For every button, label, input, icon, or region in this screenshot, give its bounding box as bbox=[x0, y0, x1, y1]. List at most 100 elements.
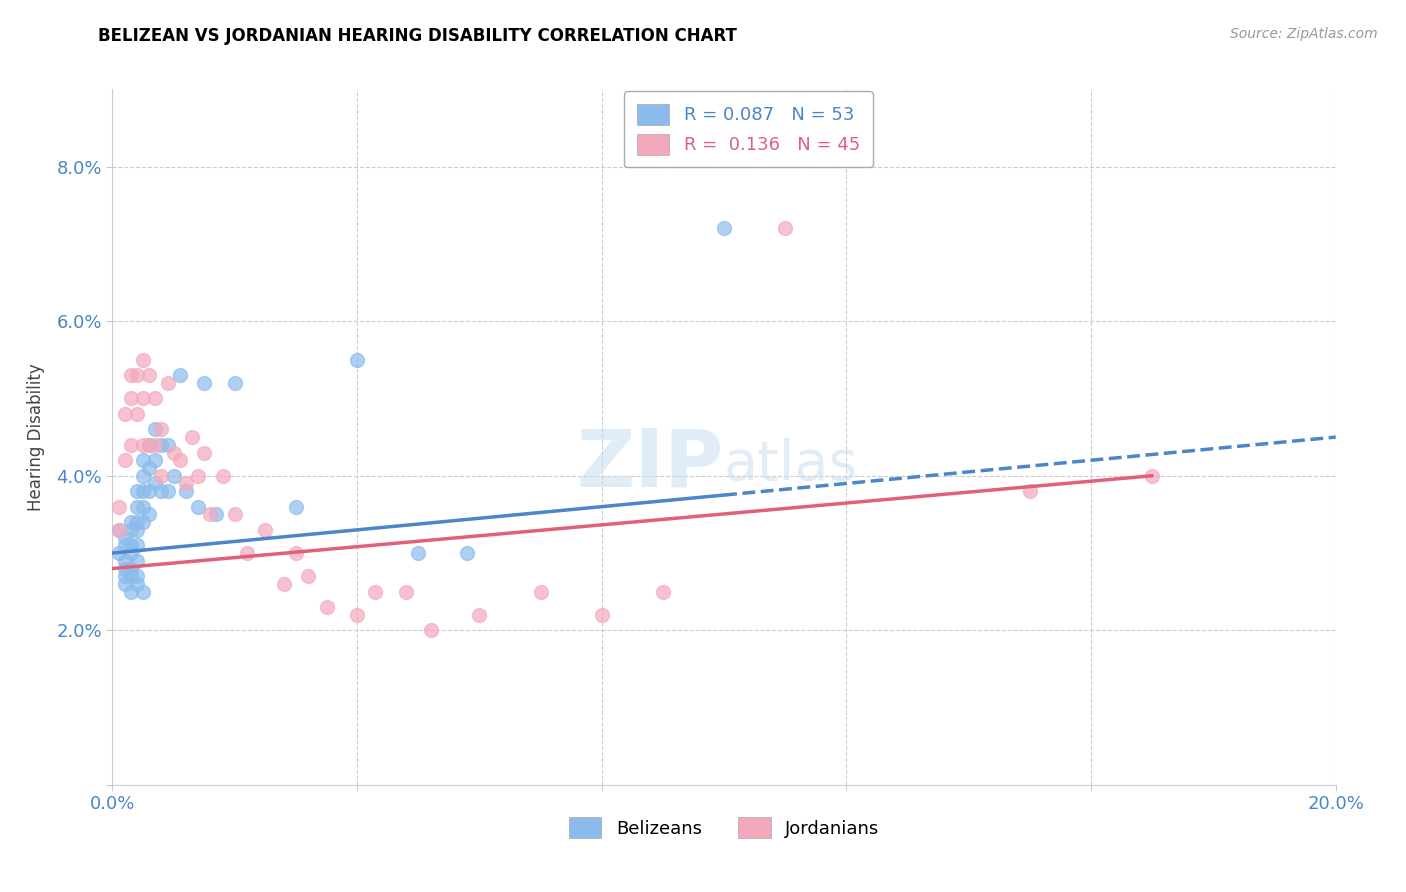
Point bbox=[591, 607, 613, 622]
Point bbox=[132, 500, 155, 514]
Point bbox=[120, 515, 142, 529]
Point bbox=[120, 561, 142, 575]
Point bbox=[107, 500, 129, 514]
Point bbox=[143, 453, 166, 467]
Point bbox=[120, 368, 142, 383]
Point bbox=[468, 607, 491, 622]
Legend: Belizeans, Jordanians: Belizeans, Jordanians bbox=[562, 810, 886, 846]
Point bbox=[138, 461, 160, 475]
Point bbox=[364, 584, 387, 599]
Point bbox=[254, 523, 277, 537]
Point bbox=[132, 438, 155, 452]
Point bbox=[114, 453, 136, 467]
Point bbox=[284, 546, 308, 560]
Point bbox=[163, 468, 186, 483]
Point bbox=[150, 484, 173, 499]
Text: BELIZEAN VS JORDANIAN HEARING DISABILITY CORRELATION CHART: BELIZEAN VS JORDANIAN HEARING DISABILITY… bbox=[98, 27, 737, 45]
Point bbox=[395, 584, 418, 599]
Point bbox=[138, 484, 160, 499]
Point bbox=[408, 546, 430, 560]
Point bbox=[200, 508, 222, 522]
Point bbox=[138, 508, 160, 522]
Point bbox=[193, 376, 215, 390]
Point bbox=[125, 577, 148, 591]
Point bbox=[775, 221, 797, 235]
Point bbox=[120, 523, 142, 537]
Point bbox=[132, 584, 155, 599]
Point bbox=[114, 577, 136, 591]
Point bbox=[132, 468, 155, 483]
Point bbox=[107, 523, 129, 537]
Point bbox=[187, 468, 209, 483]
Point bbox=[174, 476, 197, 491]
Point bbox=[114, 407, 136, 421]
Point bbox=[120, 538, 142, 552]
Point bbox=[284, 500, 308, 514]
Point bbox=[297, 569, 319, 583]
Point bbox=[174, 484, 197, 499]
Point bbox=[132, 515, 155, 529]
Point bbox=[224, 376, 246, 390]
Point bbox=[120, 584, 142, 599]
Point bbox=[150, 422, 173, 436]
Point bbox=[132, 453, 155, 467]
Text: ZIP: ZIP bbox=[576, 425, 724, 504]
Point bbox=[1142, 468, 1164, 483]
Point bbox=[143, 476, 166, 491]
Point bbox=[187, 500, 209, 514]
Y-axis label: Hearing Disability: Hearing Disability bbox=[27, 363, 45, 511]
Point bbox=[273, 577, 295, 591]
Point bbox=[125, 407, 148, 421]
Point bbox=[138, 368, 160, 383]
Point bbox=[132, 392, 155, 406]
Point bbox=[120, 392, 142, 406]
Point bbox=[156, 484, 179, 499]
Point bbox=[163, 445, 186, 459]
Point bbox=[143, 422, 166, 436]
Point bbox=[156, 438, 179, 452]
Point bbox=[211, 468, 233, 483]
Point bbox=[193, 445, 215, 459]
Point bbox=[107, 546, 129, 560]
Point bbox=[125, 569, 148, 583]
Point bbox=[456, 546, 478, 560]
Point bbox=[138, 438, 160, 452]
Point bbox=[713, 221, 735, 235]
Point bbox=[125, 538, 148, 552]
Point bbox=[125, 554, 148, 568]
Point bbox=[156, 376, 179, 390]
Point bbox=[107, 523, 129, 537]
Point bbox=[125, 368, 148, 383]
Point bbox=[346, 352, 368, 367]
Point bbox=[169, 368, 191, 383]
Point bbox=[125, 500, 148, 514]
Point bbox=[132, 484, 155, 499]
Point bbox=[315, 600, 337, 615]
Point bbox=[120, 546, 142, 560]
Point bbox=[419, 624, 441, 638]
Point bbox=[1018, 484, 1040, 499]
Point bbox=[132, 352, 155, 367]
Point bbox=[169, 453, 191, 467]
Point bbox=[205, 508, 228, 522]
Point bbox=[114, 538, 136, 552]
Point bbox=[114, 569, 136, 583]
Point bbox=[120, 438, 142, 452]
Text: atlas: atlas bbox=[724, 438, 859, 491]
Point bbox=[114, 561, 136, 575]
Point bbox=[236, 546, 259, 560]
Point bbox=[143, 438, 166, 452]
Point bbox=[120, 569, 142, 583]
Point bbox=[150, 468, 173, 483]
Point bbox=[125, 484, 148, 499]
Point bbox=[125, 523, 148, 537]
Point bbox=[346, 607, 368, 622]
Point bbox=[181, 430, 204, 444]
Point bbox=[114, 554, 136, 568]
Point bbox=[143, 392, 166, 406]
Point bbox=[114, 531, 136, 545]
Point bbox=[138, 438, 160, 452]
Text: Source: ZipAtlas.com: Source: ZipAtlas.com bbox=[1230, 27, 1378, 41]
Point bbox=[530, 584, 553, 599]
Point bbox=[621, 136, 644, 151]
